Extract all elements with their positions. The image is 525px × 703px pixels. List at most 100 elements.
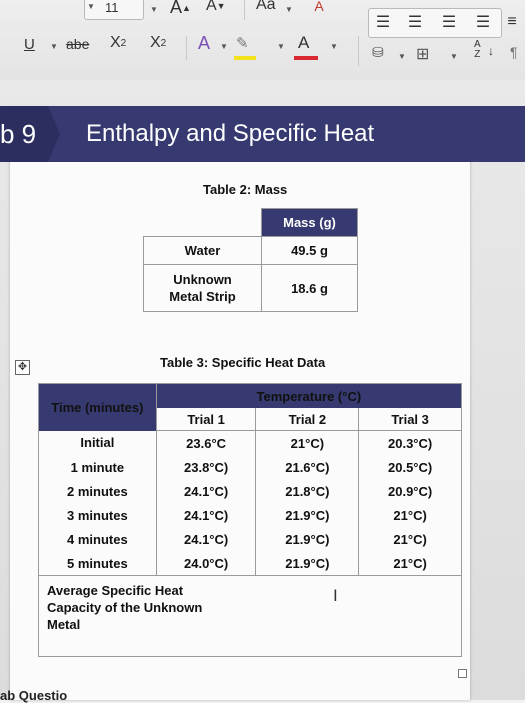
clear-formatting-icon[interactable]: A xyxy=(314,0,324,14)
change-case-button[interactable]: Aa xyxy=(256,0,276,14)
average-label-line1: Average Specific Heat xyxy=(47,583,184,598)
font-color-caret-icon[interactable]: ▼ xyxy=(330,42,338,51)
trial-3-cell: 20.5°C) xyxy=(358,455,462,479)
time-header: Time (minutes) xyxy=(38,383,157,431)
trial-1-cell: 24.1°C) xyxy=(156,503,257,527)
mass-table[interactable]: Mass (g) Water 49.5 g Unknown Metal Stri… xyxy=(143,208,358,312)
table-row: Unknown Metal Strip 18.6 g xyxy=(143,264,358,312)
table-row: Mass (g) xyxy=(143,208,358,237)
change-case-label: Aa xyxy=(256,0,276,13)
table-row: 1 minute 23.8°C) 21.6°C) 20.5°C) xyxy=(38,455,462,479)
change-case-caret-icon[interactable]: ▼ xyxy=(285,5,293,14)
highlight-color-bar xyxy=(234,56,256,60)
ribbon-separator xyxy=(358,36,359,66)
specific-heat-table[interactable]: Time (minutes) Temperature (°C) Trial 1 … xyxy=(38,383,463,657)
font-size-caret-icon: ▼ xyxy=(87,2,95,11)
font-color-button[interactable]: A xyxy=(298,33,310,52)
trial-3-cell: 20.9°C) xyxy=(358,479,462,503)
table-resize-handle[interactable] xyxy=(458,669,467,678)
trial-3-header: Trial 3 xyxy=(358,408,462,431)
borders-icon[interactable]: ⊞ xyxy=(416,46,430,63)
text-effects-caret-icon[interactable]: ▼ xyxy=(220,42,228,51)
strikethrough-button[interactable]: abe xyxy=(66,36,90,52)
trial-1-cell: 24.1°C) xyxy=(156,527,257,551)
grow-font-button[interactable]: A ▲ xyxy=(170,0,191,18)
ribbon-separator xyxy=(186,36,187,60)
trial-3-cell: 21°C) xyxy=(358,527,462,551)
line-spacing-icon[interactable]: ≡ xyxy=(507,13,517,30)
align-center-icon[interactable]: ☰ xyxy=(407,14,423,31)
table-row: Average Specific Heat Capacity of the Un… xyxy=(38,575,462,657)
font-color-bar xyxy=(294,56,318,60)
trial-2-cell: 21.9°C) xyxy=(255,527,360,551)
trial-2-cell: 21.9°C) xyxy=(255,503,360,527)
grow-font-arrow-icon: ▲ xyxy=(182,2,191,13)
trial-2-cell: 21.9°C) xyxy=(255,551,360,576)
trial-2-cell: 21.6°C) xyxy=(255,455,360,479)
metal-strip-label-line1: Unknown xyxy=(173,272,232,287)
shrink-font-button[interactable]: A ▼ xyxy=(206,0,226,15)
average-specific-heat-cell[interactable]: Average Specific Heat Capacity of the Un… xyxy=(38,575,462,657)
text-effects-button[interactable]: A xyxy=(198,33,211,53)
trial-1-cell: 23.8°C) xyxy=(156,455,257,479)
metal-strip-label-line2: Metal Strip xyxy=(169,289,236,304)
trial-3-cell: 21°C) xyxy=(358,551,462,576)
trial-1-header: Trial 1 xyxy=(156,408,257,431)
table-row: 2 minutes 24.1°C) 21.8°C) 20.9°C) xyxy=(38,479,462,503)
sort-a-label: A xyxy=(474,39,481,50)
trial-1-cell: 24.0°C) xyxy=(156,551,257,576)
superscript-base: X xyxy=(150,34,161,51)
subscript-base: X xyxy=(110,34,121,51)
table-cell xyxy=(143,208,262,237)
table-row: Time (minutes) Temperature (°C) xyxy=(38,383,463,431)
table-row: Water 49.5 g xyxy=(143,236,358,265)
time-cell: 4 minutes xyxy=(38,527,157,551)
table-row: Trial 1 Trial 2 Trial 3 xyxy=(39,408,462,431)
trial-2-cell: 21.8°C) xyxy=(255,479,360,503)
lab-number-chevron xyxy=(0,106,60,162)
borders-caret-icon[interactable]: ▼ xyxy=(450,52,458,61)
underline-button[interactable]: U xyxy=(24,36,35,53)
trial-1-cell: 24.1°C) xyxy=(156,479,257,503)
sort-arrow-icon: ↓ xyxy=(488,44,494,58)
shading-bucket-icon[interactable]: ⛁ xyxy=(372,44,384,60)
shrink-font-label: A xyxy=(206,0,217,14)
average-label-line2: Capacity of the Unknown xyxy=(47,600,203,615)
table-row: Initial 23.6°C 21°C) 20.3°C) xyxy=(38,430,462,455)
font-size-dropdown-icon[interactable]: ▼ xyxy=(150,5,158,14)
trial-2-cell: 21°C) xyxy=(255,430,360,455)
justify-icon[interactable]: ☰ xyxy=(475,14,491,31)
time-cell: 3 minutes xyxy=(38,503,157,527)
water-mass: 49.5 g xyxy=(261,236,358,265)
show-marks-icon[interactable]: ¶ xyxy=(510,44,518,60)
trial-3-cell: 21°C) xyxy=(358,503,462,527)
table-move-handle-icon[interactable]: ✥ xyxy=(15,360,30,375)
temperature-header: Temperature (°C) xyxy=(156,383,463,408)
font-size-box[interactable]: ▼ 11 xyxy=(84,0,144,20)
highlight-caret-icon[interactable]: ▼ xyxy=(277,42,285,51)
mass-header: Mass (g) xyxy=(261,208,358,237)
alignment-group xyxy=(368,8,502,38)
lab-banner xyxy=(0,106,525,162)
align-left-icon[interactable]: ☰ xyxy=(375,14,391,31)
align-right-icon[interactable]: ☰ xyxy=(441,14,457,31)
shading-caret-icon[interactable]: ▼ xyxy=(398,52,406,61)
shrink-font-arrow-icon: ▼ xyxy=(216,1,226,11)
highlight-pen-icon[interactable]: ✎ xyxy=(236,35,249,52)
metal-strip-label: Unknown Metal Strip xyxy=(143,264,262,312)
average-label-line3: Metal xyxy=(47,617,81,632)
lab-questions-heading: ab Questio xyxy=(0,688,68,703)
table-row: 5 minutes 24.0°C) 21.9°C) 21°C) xyxy=(38,551,462,576)
trial-1-cell: 23.6°C xyxy=(156,430,257,455)
underline-caret-icon[interactable]: ▼ xyxy=(50,42,58,51)
time-cell: Initial xyxy=(38,430,157,455)
superscript-mark: 2 xyxy=(160,37,167,49)
trial-2-header: Trial 2 xyxy=(255,408,360,431)
trial-3-cell: 20.3°C) xyxy=(358,430,462,455)
time-cell: 2 minutes xyxy=(38,479,157,503)
metal-strip-mass: 18.6 g xyxy=(261,264,358,312)
